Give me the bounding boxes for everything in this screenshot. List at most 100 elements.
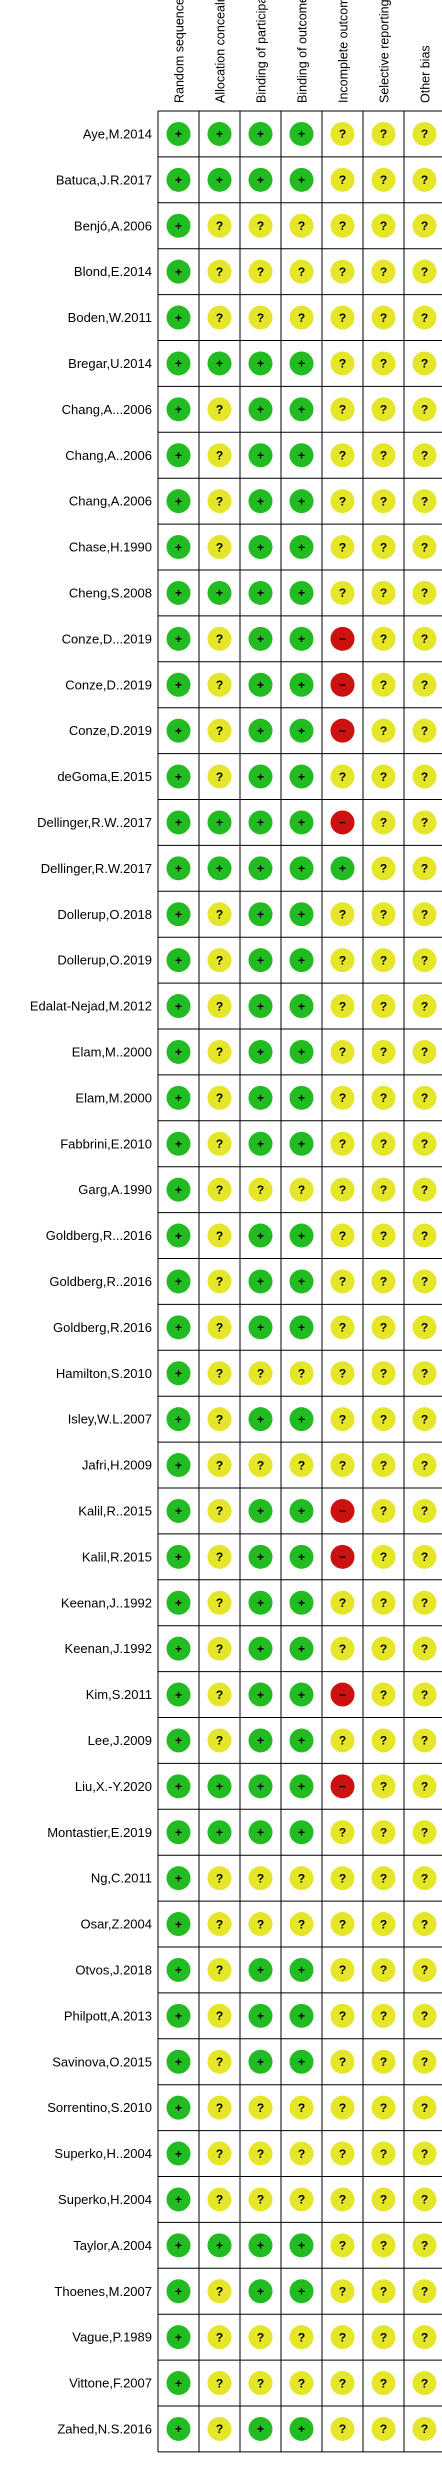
rating-symbol: ? <box>421 2330 428 2344</box>
rating-cell: ? <box>207 1590 232 1615</box>
rating-cell: + <box>166 1866 191 1891</box>
rating-dot <box>289 167 314 192</box>
rating-symbol: ? <box>216 2101 223 2115</box>
rating-symbol: ? <box>421 2239 428 2253</box>
study-label: Boden,W.2011 <box>68 310 152 325</box>
rating-cell: + <box>166 2187 191 2212</box>
rating-symbol: + <box>298 357 305 371</box>
rating-cell: + <box>289 1957 314 1982</box>
rating-cell: + <box>166 948 191 973</box>
rating-dot <box>330 2049 355 2074</box>
rating-dot <box>166 810 191 835</box>
rating-dot <box>207 213 232 238</box>
rating-dot <box>412 948 437 973</box>
rating-cell: + <box>166 1820 191 1845</box>
rating-symbol: ? <box>421 1825 428 1839</box>
rating-symbol: ? <box>380 862 387 876</box>
rating-symbol: ? <box>421 2422 428 2436</box>
study-label: Ng,C.2011 <box>91 1871 152 1886</box>
rating-dot <box>371 810 396 835</box>
study-label: Lee,J.2009 <box>88 1733 152 1748</box>
rating-cell: ? <box>289 2141 314 2166</box>
rating-cell: + <box>166 2279 191 2304</box>
rating-symbol: + <box>257 1137 264 1151</box>
rating-dot <box>371 994 396 1019</box>
rating-dot <box>371 948 396 973</box>
rating-dot <box>371 2233 396 2258</box>
rating-cell: + <box>248 718 273 743</box>
rating-symbol: ? <box>380 1504 387 1518</box>
rating-cell: ? <box>371 672 396 697</box>
rating-dot <box>248 902 273 927</box>
rating-cell: ? <box>330 2049 355 2074</box>
rating-symbol: ? <box>216 1963 223 1977</box>
rating-dot <box>248 2187 273 2212</box>
rating-symbol: + <box>257 1091 264 1105</box>
rating-symbol: ? <box>298 1366 305 1380</box>
rating-symbol: + <box>175 2330 182 2344</box>
rating-symbol: ? <box>421 724 428 738</box>
rating-dot <box>371 1085 396 1110</box>
rating-symbol: + <box>257 1229 264 1243</box>
rating-dot <box>289 2187 314 2212</box>
rating-cell: + <box>207 580 232 605</box>
rating-symbol: ? <box>339 173 346 187</box>
rating-symbol: ? <box>298 311 305 325</box>
rating-symbol: ? <box>380 1734 387 1748</box>
rating-symbol: ? <box>298 2193 305 2207</box>
rating-cell: ? <box>207 1177 232 1202</box>
rating-dot <box>330 626 355 651</box>
rating-cell: ? <box>207 489 232 514</box>
rating-symbol: + <box>257 862 264 876</box>
rating-cell: ? <box>207 1498 232 1523</box>
rating-dot <box>289 626 314 651</box>
rating-symbol: ? <box>216 2376 223 2390</box>
rating-symbol: ? <box>339 448 346 462</box>
rating-dot <box>289 948 314 973</box>
rating-dot <box>412 1682 437 1707</box>
rating-cell: + <box>248 1407 273 1432</box>
rating-dot <box>248 580 273 605</box>
rating-dot <box>412 764 437 789</box>
rating-cell: ? <box>371 1498 396 1523</box>
rating-dot <box>248 672 273 697</box>
rating-dot <box>289 1912 314 1937</box>
rating-dot <box>166 1866 191 1891</box>
rating-symbol: ? <box>339 403 346 417</box>
rating-cell: ? <box>412 259 437 284</box>
rating-cell: + <box>207 167 232 192</box>
rating-symbol: ? <box>298 1871 305 1885</box>
rating-dot <box>166 1177 191 1202</box>
rating-dot <box>289 2279 314 2304</box>
rating-cell: ? <box>371 1131 396 1156</box>
rating-symbol: ? <box>216 2284 223 2298</box>
rating-symbol: + <box>257 540 264 554</box>
rating-dot <box>166 2233 191 2258</box>
rating-dot <box>166 1728 191 1753</box>
rating-dot <box>166 167 191 192</box>
rating-cell: + <box>166 1590 191 1615</box>
rating-dot <box>207 2416 232 2441</box>
rating-cell: ? <box>412 2095 437 2120</box>
rating-dot <box>371 1453 396 1478</box>
rating-cell: ? <box>412 902 437 927</box>
rating-symbol: ? <box>339 1137 346 1151</box>
rating-cell: ? <box>412 1820 437 1845</box>
rating-cell: ? <box>412 718 437 743</box>
rating-cell: ? <box>371 1453 396 1478</box>
rating-dot <box>371 1820 396 1845</box>
rating-symbol: ? <box>298 2330 305 2344</box>
rating-dot <box>166 1039 191 1064</box>
rating-symbol: + <box>175 2101 182 2115</box>
rating-dot <box>166 1407 191 1432</box>
rating-dot <box>207 856 232 881</box>
rating-cell: ? <box>371 167 396 192</box>
rating-dot <box>248 2141 273 2166</box>
rating-symbol: + <box>298 1688 305 1702</box>
rating-dot <box>412 994 437 1019</box>
rating-cell: + <box>248 351 273 376</box>
rating-symbol: + <box>175 1045 182 1059</box>
rating-cell: + <box>289 1039 314 1064</box>
rating-symbol: ? <box>380 1458 387 1472</box>
rating-dot <box>412 1223 437 1248</box>
